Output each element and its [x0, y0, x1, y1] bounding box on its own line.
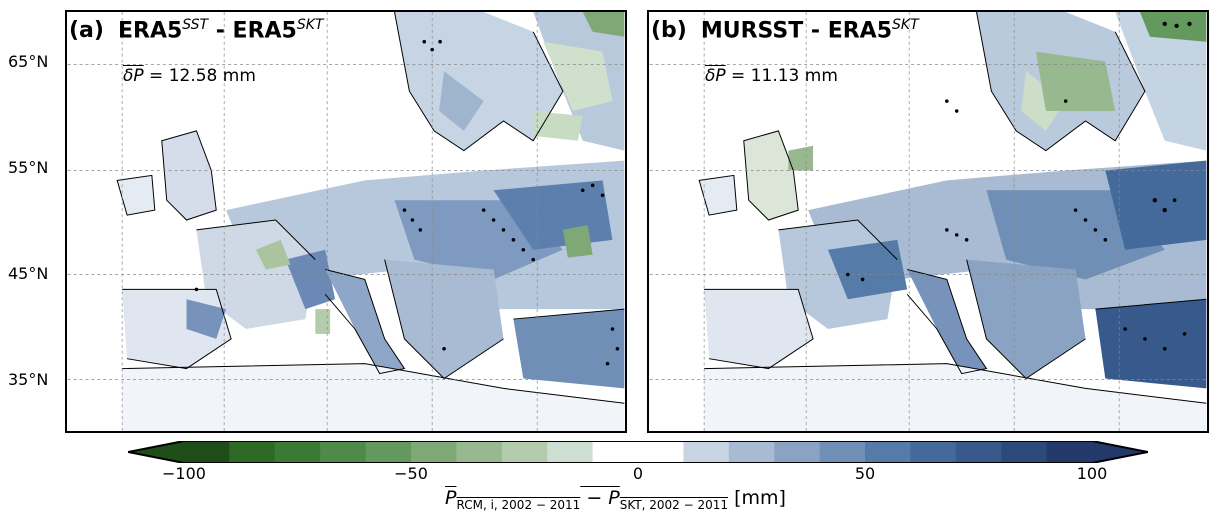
gridlines	[649, 12, 1207, 431]
label-sub2: SKT, 2002 − 2011	[619, 497, 729, 512]
panel-title: (b) MURSST - ERA5SKT	[651, 18, 919, 42]
colorbar-segment	[638, 441, 684, 463]
coastlines	[116, 12, 625, 404]
colorbar-segment	[683, 441, 730, 463]
coastlines	[698, 12, 1207, 404]
stat-symbol: δP	[705, 66, 726, 86]
colorbar-segment	[955, 441, 1002, 463]
colorbar-segment	[456, 441, 503, 463]
stat-symbol: δP	[123, 66, 144, 86]
colorbar-segment	[547, 441, 594, 463]
title-separator: - ERA5	[208, 18, 297, 44]
colorbar-segment	[320, 441, 367, 463]
colorbar-tick-100: 100	[1076, 464, 1108, 483]
panel-title: (a) ERA5SST - ERA5SKT	[69, 18, 324, 42]
stat-value: = 12.58 mm	[143, 66, 256, 86]
lat-label-45n: 45°N	[8, 264, 49, 283]
stat-value: = 11.13 mm	[725, 66, 838, 86]
lat-label-55n: 55°N	[8, 158, 49, 177]
colorbar-label-expression: PRCM, i, 2002 − 2011 − PSKT, 2002 − 2011	[445, 487, 729, 512]
title-main: MURSST - ERA5	[700, 18, 893, 44]
map-canvas-a	[67, 12, 625, 431]
lat-label-65n: 65°N	[8, 52, 49, 71]
map-panel-b: (b) MURSST - ERA5SKT δP = 11.13 mm	[647, 10, 1209, 433]
colorbar-segment	[274, 441, 321, 463]
significance-dots	[194, 39, 620, 366]
colorbar-tick-50: 50	[854, 464, 876, 483]
colorbar-extend-max	[1092, 441, 1148, 463]
colorbar-segment	[728, 441, 775, 463]
colorbar-segment	[819, 441, 866, 463]
colorbar-segment	[774, 441, 821, 463]
colorbar-segment	[865, 441, 911, 463]
colorbar-extend-min	[128, 441, 184, 463]
mean-difference-stat: δP = 11.13 mm	[705, 66, 838, 86]
colorbar-segment	[501, 441, 548, 463]
title-sup-2: SKT	[296, 17, 324, 33]
title-sup-1: SST	[182, 17, 209, 33]
panel-tag: (a)	[69, 18, 104, 44]
colorbar-segment	[184, 441, 230, 463]
colorbar-svg	[128, 441, 1148, 463]
map-canvas-b	[649, 12, 1207, 431]
title-sup-2: SKT	[892, 17, 919, 33]
title-main: ERA5	[117, 18, 183, 44]
label-sub1: RCM, i, 2002 − 2011	[456, 497, 581, 512]
label-minus: −	[580, 487, 609, 509]
colorbar-label: PRCM, i, 2002 − 2011 − PSKT, 2002 − 2011…	[445, 487, 786, 512]
label-p2: P	[608, 487, 620, 509]
colorbar-tick-minus-50: −50	[394, 464, 428, 483]
colorbar-segment	[1046, 441, 1093, 463]
label-unit: [mm]	[728, 487, 786, 509]
colorbar-tick-minus-100: −100	[162, 464, 206, 483]
colorbar-tick-0: 0	[632, 464, 644, 483]
lat-label-35n: 35°N	[8, 370, 49, 389]
colorbar-segment	[411, 441, 457, 463]
colorbar-segment	[229, 441, 276, 463]
land-shading	[117, 12, 625, 431]
colorbar-segment	[1001, 441, 1048, 463]
gridlines	[67, 12, 625, 431]
colorbar-segment	[592, 441, 639, 463]
panel-tag: (b)	[651, 18, 687, 44]
colorbar	[128, 441, 1148, 463]
mean-difference-stat: δP = 12.58 mm	[123, 66, 256, 86]
colorbar-segment	[365, 441, 412, 463]
map-panel-a: (a) ERA5SST - ERA5SKT δP = 12.58 mm	[65, 10, 627, 433]
significance-dots	[845, 21, 1192, 351]
label-p1: P	[445, 487, 457, 509]
colorbar-segment	[910, 441, 957, 463]
